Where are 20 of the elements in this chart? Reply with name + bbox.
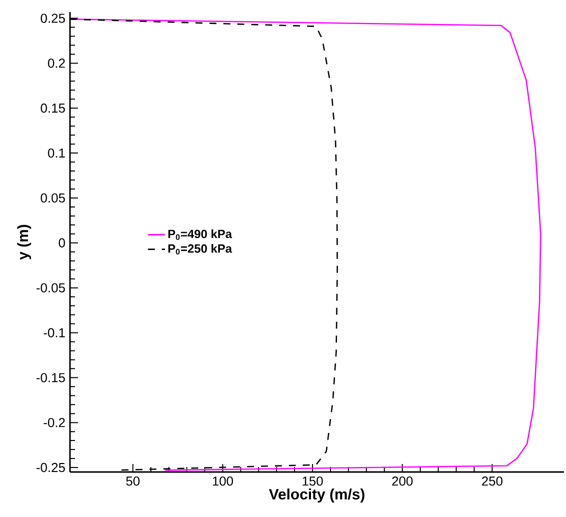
x-tick-label: 250	[482, 476, 502, 486]
y-tick-label: -0.25	[36, 462, 65, 472]
y-tick-label: 0.05	[40, 193, 65, 203]
y-tick-label: 0.1	[48, 148, 65, 158]
y-tick-label: 0.15	[40, 104, 65, 113]
y-tick-label: 0	[58, 238, 65, 248]
y-tick-label: 0.25	[40, 14, 65, 23]
y-tick-label: -0.2	[44, 418, 65, 428]
y-axis-title: y (m)	[17, 224, 32, 260]
legend-label: P$_{0}$=490 kPa	[168, 229, 232, 240]
y-tick-label: -0.05	[36, 283, 65, 292]
y-tick-label: -0.1	[44, 328, 65, 338]
y-tick-label: 0.2	[48, 58, 65, 68]
legend-label: P$_{0}$=250 kPa	[168, 244, 232, 255]
y-tick-label: -0.15	[36, 373, 65, 382]
x-axis-title: Velocity (m/s)	[268, 488, 364, 502]
x-tick-label: 200	[392, 476, 413, 486]
x-tick-label: 150	[302, 476, 323, 486]
x-tick-label: 100	[212, 476, 233, 486]
x-tick-label: 50	[126, 476, 140, 486]
